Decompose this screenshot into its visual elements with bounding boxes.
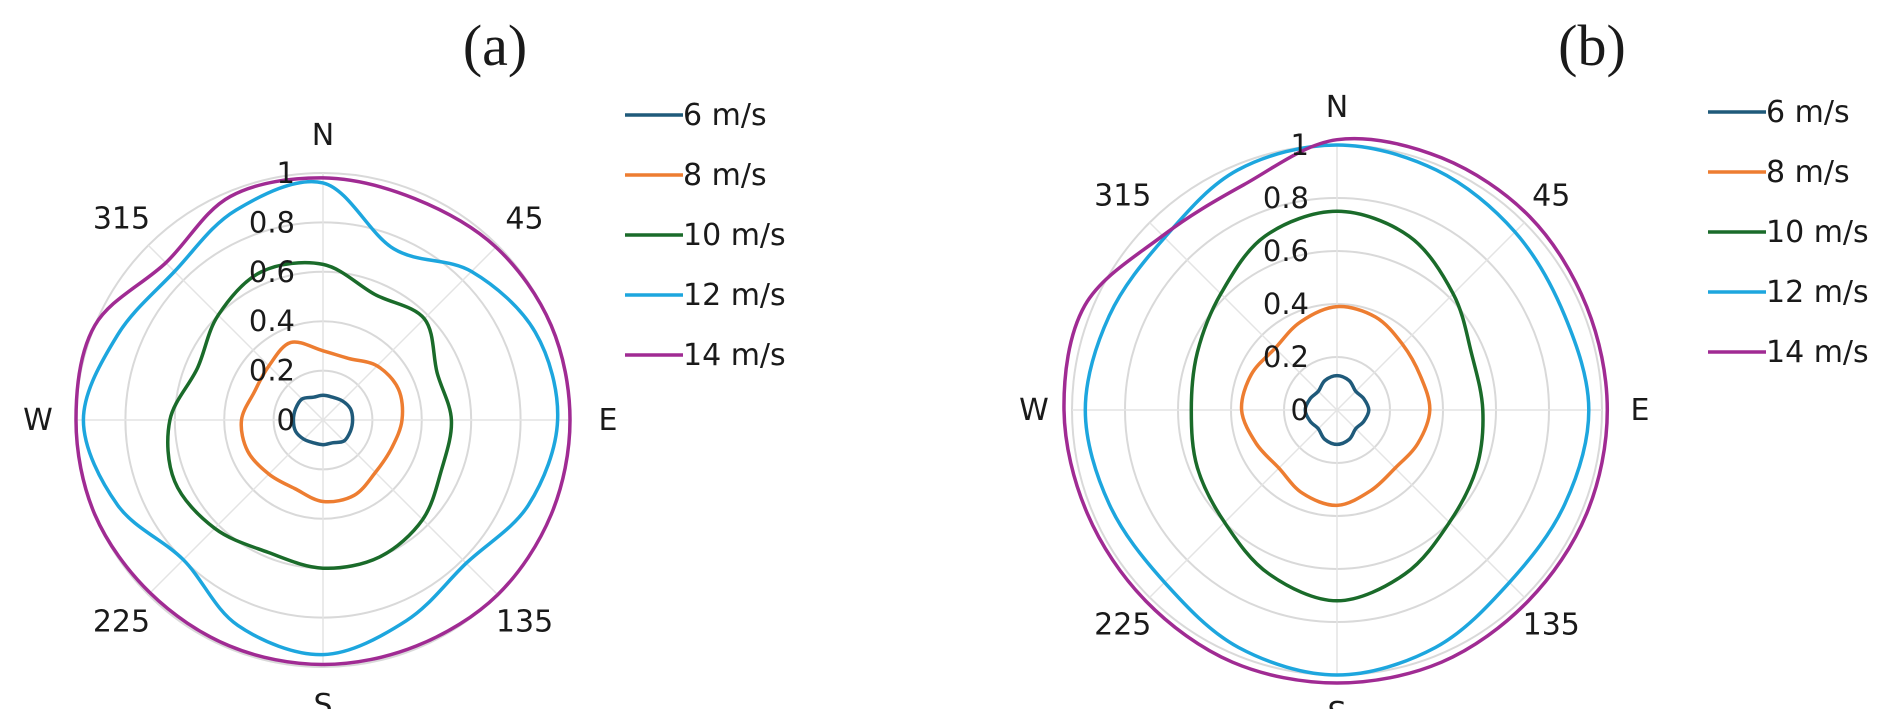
r-tick-label: 0.8 <box>1263 181 1309 215</box>
panel-label: (a) <box>463 13 527 78</box>
legend-label: 14 m/s <box>683 338 786 373</box>
legend-label: 10 m/s <box>683 218 786 253</box>
series-line-8-m-s <box>239 340 405 504</box>
legend-label: 8 m/s <box>683 158 767 193</box>
legend-label: 6 m/s <box>683 98 767 133</box>
r-tick-label: 0.2 <box>1263 340 1309 374</box>
direction-label: 225 <box>1094 607 1151 642</box>
grid-spoke <box>1336 409 1525 598</box>
direction-label: W <box>23 403 53 438</box>
series-line-14-m-s <box>74 176 572 667</box>
direction-label: S <box>1327 696 1346 709</box>
grid-spoke <box>147 244 324 421</box>
r-tick-label: 0.4 <box>1263 287 1309 321</box>
r-tick-label: 0 <box>1291 393 1309 427</box>
series-line-12-m-s <box>81 179 560 657</box>
legend-label: 14 m/s <box>1766 335 1869 370</box>
direction-label: 45 <box>505 201 543 236</box>
series-line-8-m-s <box>1239 304 1432 508</box>
grid-spoke <box>322 419 499 596</box>
direction-label: 315 <box>1094 179 1151 214</box>
direction-label: N <box>1326 90 1348 125</box>
grid-spoke <box>147 419 324 596</box>
direction-label: 225 <box>93 605 150 640</box>
legend-label: 12 m/s <box>1766 275 1869 310</box>
direction-label: 315 <box>93 201 150 236</box>
series-line-10-m-s <box>1189 209 1485 603</box>
panel-b: (b) 0 0.2 0.4 0.6 0.8 1N 45 E 135 S 225 W 315 6 m/s 8 m… <box>1019 13 1869 709</box>
direction-label: S <box>313 688 332 709</box>
series-line-14-m-s <box>1062 136 1610 685</box>
r-tick-label: 1 <box>1291 128 1309 162</box>
series-line-10-m-s <box>166 260 454 571</box>
r-tick-label: 0.4 <box>249 304 295 338</box>
direction-label: N <box>312 118 334 153</box>
legend-label: 10 m/s <box>1766 215 1869 250</box>
direction-label: E <box>599 403 618 438</box>
direction-label: E <box>1631 393 1650 428</box>
r-tick-label: 0.2 <box>249 354 295 388</box>
r-tick-label: 1 <box>277 156 295 190</box>
direction-label: W <box>1019 393 1049 428</box>
direction-label: 135 <box>496 605 553 640</box>
r-tick-label: 0.6 <box>249 255 295 289</box>
r-tick-label: 0.8 <box>249 205 295 239</box>
panel-label: (b) <box>1558 13 1626 78</box>
series-line-6-m-s <box>291 393 355 447</box>
grid-spoke <box>1149 409 1338 598</box>
series-line-6-m-s <box>1303 373 1371 447</box>
r-tick-label: 0.6 <box>1263 234 1309 268</box>
legend-label: 6 m/s <box>1766 95 1850 130</box>
direction-label: 135 <box>1523 607 1580 642</box>
grid-spoke <box>1149 222 1338 411</box>
legend-label: 8 m/s <box>1766 155 1850 190</box>
r-tick-label: 0 <box>277 403 295 437</box>
legend-label: 12 m/s <box>683 278 786 313</box>
direction-label: 45 <box>1532 179 1570 214</box>
panel-a: (a) 0 0.2 0.4 0.6 0.8 1N 45 E 135 S 225 W 315 6 m/s 8 m… <box>23 13 786 709</box>
grid-spoke <box>1336 222 1525 411</box>
series-line-12-m-s <box>1083 143 1591 677</box>
grid-spoke <box>322 244 499 421</box>
